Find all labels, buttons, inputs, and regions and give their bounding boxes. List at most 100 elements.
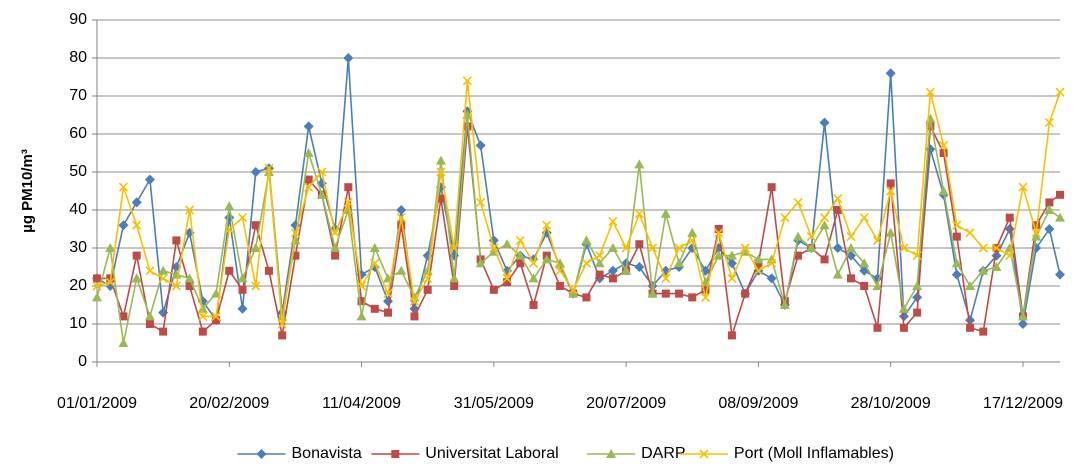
x-tick-label: 01/01/2009 xyxy=(57,395,137,412)
marker xyxy=(713,250,724,260)
marker xyxy=(278,331,287,340)
marker xyxy=(463,122,472,131)
legend-item: Bonavista xyxy=(237,445,362,462)
series-line xyxy=(96,114,1061,344)
marker xyxy=(688,293,697,302)
marker xyxy=(714,225,723,233)
marker xyxy=(391,450,400,458)
marker xyxy=(237,303,248,314)
marker xyxy=(422,265,433,275)
x-tick-label: 20/07/2009 xyxy=(586,395,666,412)
marker xyxy=(132,220,142,230)
marker xyxy=(435,155,446,165)
marker xyxy=(118,220,129,231)
marker xyxy=(119,312,128,321)
marker xyxy=(779,300,790,309)
y-tick-label: 70 xyxy=(69,87,87,104)
marker xyxy=(105,243,116,252)
marker xyxy=(899,243,909,253)
marker xyxy=(594,258,605,268)
marker xyxy=(237,213,248,223)
marker xyxy=(1017,311,1028,321)
marker xyxy=(343,197,353,207)
marker xyxy=(291,251,300,260)
marker xyxy=(132,251,141,260)
marker xyxy=(991,262,1002,271)
marker xyxy=(369,243,380,252)
legend-item: DARP xyxy=(587,445,686,462)
marker xyxy=(606,449,617,458)
marker xyxy=(951,258,962,268)
marker xyxy=(145,320,154,328)
marker xyxy=(714,228,724,238)
marker xyxy=(886,179,895,188)
marker xyxy=(1031,228,1041,238)
marker xyxy=(144,311,155,321)
marker xyxy=(264,266,273,275)
marker xyxy=(1004,243,1015,252)
marker xyxy=(885,227,896,237)
marker xyxy=(475,258,486,268)
marker xyxy=(991,250,1002,261)
marker xyxy=(396,213,406,223)
marker xyxy=(356,281,367,291)
marker xyxy=(726,250,737,260)
marker xyxy=(674,258,685,268)
marker xyxy=(198,311,208,321)
marker xyxy=(330,228,340,238)
marker xyxy=(595,270,604,279)
marker xyxy=(158,265,169,275)
marker xyxy=(250,167,261,177)
marker xyxy=(436,167,446,177)
legend-label: Bonavista xyxy=(292,445,362,462)
marker xyxy=(819,213,830,223)
marker xyxy=(92,292,102,302)
marker xyxy=(1044,224,1055,234)
marker xyxy=(939,149,948,157)
marker xyxy=(1055,269,1065,280)
marker xyxy=(383,289,393,299)
marker xyxy=(965,228,975,238)
marker xyxy=(912,281,923,290)
marker xyxy=(966,323,975,332)
marker xyxy=(741,289,750,298)
marker xyxy=(370,304,379,313)
marker xyxy=(846,274,855,283)
marker xyxy=(634,159,645,169)
marker xyxy=(343,205,354,214)
marker xyxy=(516,259,525,268)
marker xyxy=(701,285,710,294)
marker xyxy=(528,258,539,268)
marker xyxy=(806,232,816,242)
marker xyxy=(860,282,869,290)
marker xyxy=(131,197,142,208)
marker xyxy=(290,228,300,238)
marker xyxy=(357,297,366,306)
marker xyxy=(872,281,883,290)
y-tick-label: 90 xyxy=(69,11,87,28)
marker xyxy=(1044,205,1055,214)
marker xyxy=(185,282,194,290)
marker xyxy=(845,243,856,252)
marker xyxy=(951,269,962,280)
marker xyxy=(833,194,843,204)
marker xyxy=(635,240,644,249)
marker xyxy=(159,327,168,336)
marker xyxy=(396,205,407,215)
marker xyxy=(105,277,115,287)
x-tick-label: 17/12/2009 xyxy=(983,395,1063,412)
marker xyxy=(502,239,513,249)
series xyxy=(92,110,1065,347)
marker xyxy=(727,331,736,340)
marker xyxy=(409,296,420,306)
marker xyxy=(820,255,829,264)
marker xyxy=(819,117,830,128)
marker xyxy=(423,273,433,283)
marker xyxy=(912,251,922,261)
y-tick-label: 60 xyxy=(69,125,87,142)
marker xyxy=(898,311,909,322)
marker xyxy=(529,301,538,309)
marker xyxy=(225,266,234,275)
marker xyxy=(979,327,988,336)
marker xyxy=(648,243,658,253)
